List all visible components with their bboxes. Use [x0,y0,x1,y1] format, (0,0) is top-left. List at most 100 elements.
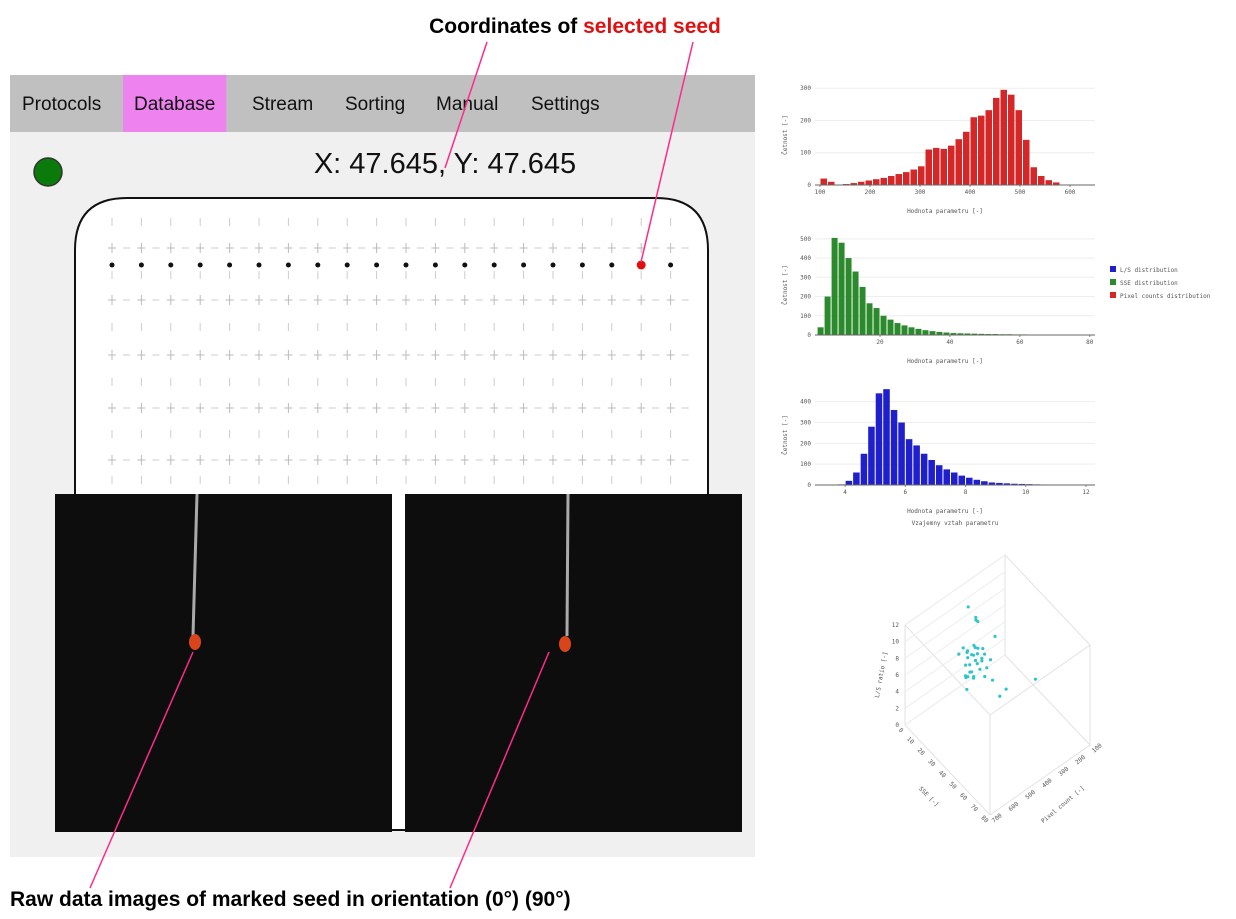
seed-position[interactable] [197,262,203,268]
seed-position[interactable] [285,262,291,268]
bar [880,315,887,335]
seed-position[interactable] [550,262,556,268]
x-tick-label: 10 [1022,489,1030,496]
bar [1018,483,1026,485]
bar [936,331,943,335]
bar [971,333,978,335]
z-tick-label: 10 [892,639,900,646]
menu-item[interactable]: Stream [252,94,313,115]
pointer [640,41,694,263]
y-tick-label: 400 [800,399,811,406]
x-tick-label: 100 [815,189,826,196]
y-tick-label: 300 [800,85,811,92]
x-tick-label: 500 [1015,189,1026,196]
bar [838,242,845,335]
point [973,658,978,663]
bar [850,183,857,185]
bar [845,480,853,485]
point [988,658,993,662]
point [968,663,972,667]
seed-selected[interactable] [636,260,646,270]
image-0deg [55,494,392,832]
grid-line [904,621,1006,693]
bar [865,180,872,185]
menu-item[interactable]: Protocols [22,94,101,115]
x-tick-label: 20 [876,339,884,346]
bar [920,453,928,485]
seed-position[interactable] [168,262,174,268]
coordinates: X: 47.645, Y: 47.645 [314,148,576,180]
point [963,674,968,678]
x-tick-label: 80 [979,814,989,824]
x-tick-label: 40 [946,339,954,346]
bar [901,325,908,335]
seed-position[interactable] [462,262,468,268]
seed-position[interactable] [227,262,233,268]
y-tick-label: 0 [807,482,811,489]
seed-position[interactable] [491,262,497,268]
seed-position[interactable] [403,262,409,268]
bar [922,330,929,335]
bar [940,148,947,185]
seed [559,636,571,652]
annotation-top: Coordinates of selected seed [429,15,721,38]
seed-position[interactable] [668,262,674,268]
z-tick-label: 6 [895,672,899,679]
bar [910,169,917,185]
y-tick-label: 100 [800,313,811,320]
point [981,646,985,651]
point [1033,677,1038,681]
seed-position[interactable] [609,262,615,268]
x-tick-label: 12 [1082,489,1090,496]
bar [988,482,996,485]
menu-item[interactable]: Settings [531,94,600,115]
bar [853,472,860,485]
point [966,605,970,609]
bar [948,145,955,185]
seed-position[interactable] [432,262,438,268]
x-axis-label: Hodnota parametru [-] [907,208,983,215]
pointer [444,41,488,169]
annotation-bottom: Raw data images of marked seed in orient… [10,888,571,911]
y-axis-label: Četnost [-] [782,115,789,155]
legend-swatch [1110,266,1116,272]
bar [1053,182,1060,185]
y-axis-label: Četnost [-] [782,265,789,305]
seed-position[interactable] [521,262,527,268]
bar [993,97,1000,185]
bar [935,465,943,485]
bar [888,175,895,185]
status-indicator [33,157,63,187]
z-tick-label: 4 [895,689,899,696]
bar [958,475,966,485]
menu-item[interactable]: Database [134,94,215,115]
menu-item[interactable]: Manual [436,94,498,115]
seed-position[interactable] [109,262,115,268]
seed-position[interactable] [256,262,262,268]
bar [817,327,824,335]
menu-item[interactable]: Sorting [345,94,405,115]
bar [1008,94,1015,185]
bar [915,328,922,335]
y-tick-label: 100 [800,150,811,157]
seed-position[interactable] [138,262,144,268]
y-axis-label: Četnost [-] [782,415,789,455]
z-tick-label: 0 [895,722,899,729]
bar [1038,175,1045,185]
seed-position[interactable] [344,262,350,268]
bar [1045,180,1052,185]
seed-position[interactable] [315,262,321,268]
bar [887,319,894,335]
point [970,653,974,657]
bar [890,410,898,485]
seed-position[interactable] [579,262,585,268]
bar [1015,110,1022,185]
point [966,656,970,660]
legend-swatch [1110,279,1116,285]
point [975,652,980,656]
menu: Protocols Database Stream Sorting Manual Sett… [22,75,600,132]
seed-position[interactable] [374,262,380,268]
bar [831,237,838,335]
y-tick-label: 0 [807,182,811,189]
point [990,678,995,682]
